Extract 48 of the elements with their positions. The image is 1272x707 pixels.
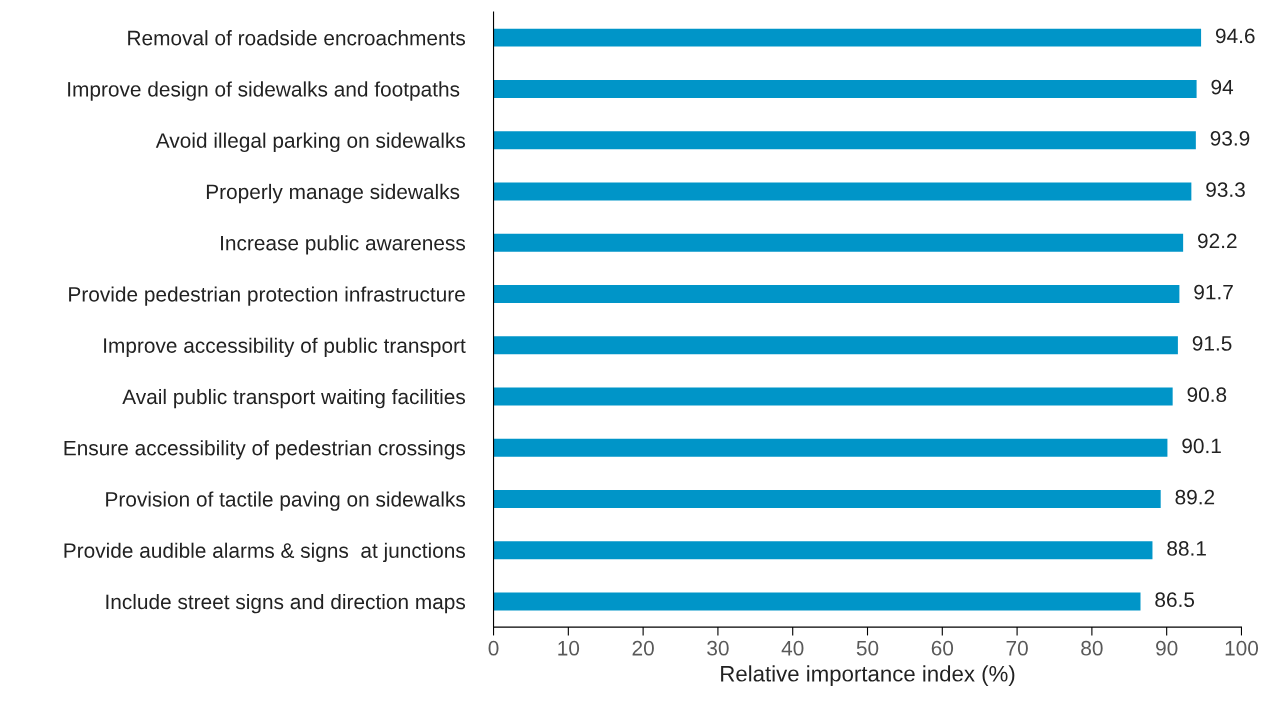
x-tick-label: 40 — [781, 640, 804, 656]
data-label: 88.1 — [1167, 541, 1206, 556]
bar — [493, 28, 1202, 47]
y-tick-label: Increase public awareness — [221, 235, 466, 255]
bar — [493, 233, 1184, 252]
x-tick-label: 90 — [1156, 640, 1178, 656]
data-label: 94 — [1211, 79, 1234, 95]
x-tick-label: 100 — [1225, 640, 1259, 656]
x-tick-label: 70 — [1006, 640, 1028, 656]
x-tick-label: 60 — [931, 640, 954, 656]
data-label: 89.2 — [1175, 489, 1215, 505]
x-tick-label: 50 — [856, 640, 879, 656]
y-tick-label: Ensure accessibility of pedestrian crossings — [64, 440, 466, 460]
data-label: 86.5 — [1155, 592, 1195, 608]
bar — [493, 541, 1153, 560]
data-label: 93.3 — [1206, 182, 1245, 198]
y-tick-label: Removal of roadside encroachments — [128, 30, 466, 46]
bar — [493, 182, 1192, 201]
bar — [493, 592, 1141, 611]
y-tick-label: Improve accessibility of public transport — [104, 337, 466, 358]
data-label: 92.2 — [1198, 233, 1237, 249]
y-tick-label: Avail public transport waiting facilities — [122, 388, 466, 409]
y-tick-label: Avoid illegal parking on sidewalks — [155, 132, 466, 153]
bar — [493, 336, 1178, 355]
x-tick-label: 0 — [488, 640, 499, 656]
data-label: 91.5 — [1192, 336, 1232, 351]
y-tick-label: Improve design of sidewalks and footpaths — [68, 81, 460, 101]
bar — [493, 490, 1161, 508]
bar — [493, 438, 1168, 457]
x-tick-label: 80 — [1081, 640, 1103, 656]
y-tick-label: Provide pedestrian protection infrastructure — [69, 286, 465, 306]
y-tick-label: Provide audible alarms & signs at junctions — [64, 542, 466, 563]
bar — [493, 79, 1197, 98]
data-label: 90.1 — [1182, 438, 1221, 454]
bar — [493, 387, 1173, 406]
data-label: 91.7 — [1194, 284, 1233, 300]
data-label: 94.6 — [1215, 28, 1255, 44]
x-tick-label: 10 — [558, 640, 580, 656]
data-label: 90.8 — [1187, 387, 1227, 403]
bar — [493, 284, 1180, 303]
bar — [493, 131, 1196, 150]
x-tick-label: 30 — [707, 640, 729, 656]
data-label: 93.9 — [1210, 131, 1250, 146]
y-tick-label: Properly manage sidewalks — [206, 183, 460, 204]
y-tick-label: Include street signs and direction maps — [106, 593, 466, 614]
y-tick-label: Provision of tactile paving on sidewalks — [106, 491, 466, 511]
x-tick-label: 20 — [632, 640, 654, 656]
x-axis-title: Relative importance index (%) — [721, 665, 1015, 686]
